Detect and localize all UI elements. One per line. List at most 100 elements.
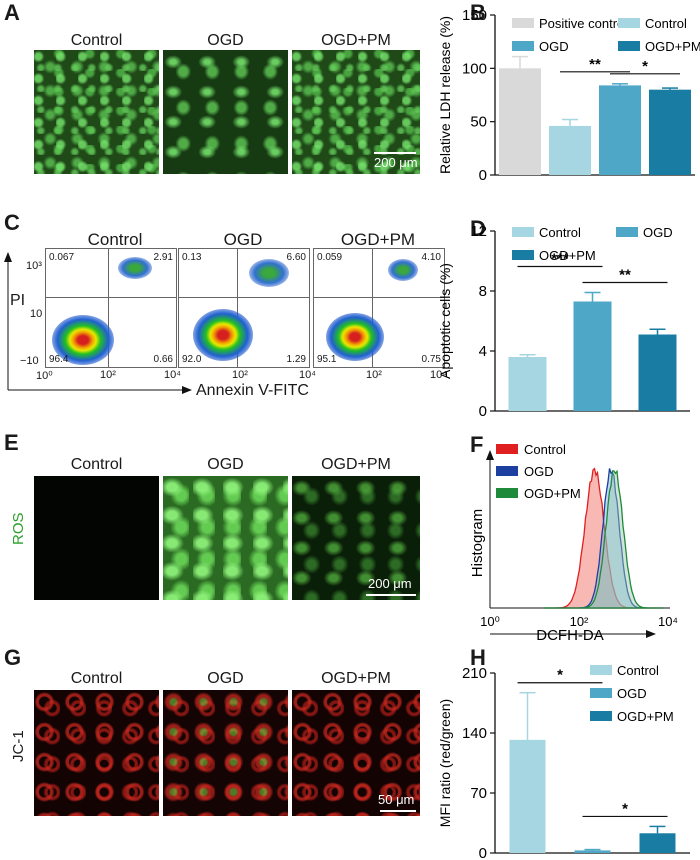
legend-swatch-0	[496, 444, 518, 454]
x-tick-label-2: 10⁴	[658, 614, 678, 629]
bar-ogd-pm	[639, 833, 676, 853]
y-axis-label: Apoptotic cells (%)	[440, 263, 453, 379]
panel-e-title-control: Control	[70, 456, 123, 473]
xtick-c2-1: 10²	[232, 369, 248, 381]
x-tick-label-0: 10⁰	[480, 614, 500, 629]
significance-label-1: *	[642, 58, 648, 75]
y-axis-arrow	[486, 450, 494, 460]
y-tick-label-3: 150	[462, 7, 487, 24]
panel-c-title-ogdpm: OGD+PM	[340, 230, 416, 249]
jc1-side-label: JC-1	[10, 730, 27, 762]
legend-swatch-2	[590, 711, 612, 721]
panel-g-title-control: Control	[70, 670, 123, 687]
flow-plot-control: 0.067 2.91 96.4 0.66	[45, 248, 177, 368]
xtick-c3-2: 10⁴	[430, 369, 447, 381]
y-tick-label-2: 8	[479, 283, 487, 300]
scale-bar-g	[380, 810, 416, 812]
panel-g-title-ogdpm: OGD+PM	[321, 670, 391, 687]
quadrant-ul: 0.13	[182, 252, 202, 263]
y-tick-label-2: 100	[462, 60, 487, 77]
panel-label-c: C	[4, 210, 20, 235]
x-axis-label: DCFH-DA	[536, 627, 604, 644]
scale-label-a: 200 μm	[374, 155, 418, 170]
legend-swatch-0	[590, 665, 612, 675]
legend-label-3: OGD+PM	[645, 39, 700, 54]
bar-ogd-pm	[649, 89, 691, 175]
y-tick-label-0: 0	[479, 167, 487, 184]
micrograph-e-control	[34, 476, 159, 600]
quadrant-ur: 6.60	[286, 252, 306, 263]
panel-a-title-ogdpm: OGD+PM	[321, 32, 391, 49]
panel-e-title-ogd: OGD	[207, 456, 244, 473]
panel-c-title-control: Control	[87, 230, 143, 249]
y-tick-label-1: 4	[479, 343, 487, 360]
x-tick-label-1: 10²	[570, 614, 589, 629]
panel-label-e: E	[4, 430, 19, 455]
y-axis-label: MFI ratio (red/green)	[440, 699, 453, 827]
y-tick-label-3: 210	[462, 665, 487, 682]
y-tick-label-0: 0	[479, 403, 487, 420]
xtick-c2-2: 10⁴	[299, 369, 316, 381]
ytick-minus10: −10	[20, 355, 39, 367]
bar-positive-control	[499, 68, 541, 175]
legend-label-2: OGD+PM	[524, 486, 581, 501]
legend-swatch-1	[618, 18, 640, 28]
panel-label-g: G	[4, 645, 22, 670]
bar-control	[508, 357, 547, 411]
significance-label-0: *	[557, 667, 563, 684]
significance-label-0: **	[589, 56, 601, 73]
legend-label-0: Positive control	[539, 16, 627, 31]
chart-f-histogram: Histogram 10⁰ 10² 10⁴ DCFH-DA Control OGD OGD+P…	[469, 442, 678, 644]
scale-label-g: 50 μm	[378, 792, 415, 807]
quadrant-ul: 0.067	[49, 252, 75, 263]
micrograph-g-control	[34, 690, 159, 816]
quadrant-ur: 2.91	[153, 252, 173, 263]
legend-swatch-1	[590, 688, 612, 698]
panel-label-d: D	[470, 216, 486, 241]
ytick-10: 10	[30, 308, 43, 320]
micrograph-a-control	[34, 50, 159, 174]
legend-label-2: OGD+PM	[617, 709, 674, 724]
x-axis-arrow	[646, 630, 656, 638]
legend-label-0: Control	[524, 442, 566, 457]
bar-control	[509, 739, 546, 853]
bar-ogd	[574, 850, 611, 853]
scale-bar-e	[366, 594, 416, 596]
legend-label-1: OGD	[617, 686, 647, 701]
micrograph-g-ogdpm	[292, 690, 420, 816]
quadrant-ul: 0.059	[317, 252, 343, 263]
legend-label-1: OGD	[643, 225, 673, 240]
chart-h-mfi: 0 70 140 210 MFI ratio (red/green) * * Control O…	[440, 663, 690, 860]
quadrant-lr: 0.66	[153, 354, 173, 365]
legend-label-0: Control	[617, 663, 659, 678]
quadrant-lr: 0.75	[421, 354, 441, 365]
x-arrow-head	[182, 386, 192, 394]
micrograph-a-ogdpm	[292, 50, 420, 174]
legend-swatch-2	[512, 250, 534, 260]
panel-e-title-ogdpm: OGD+PM	[321, 456, 391, 473]
significance-label-1: *	[622, 800, 628, 817]
y-tick-label-0: 0	[479, 845, 487, 860]
legend-swatch-1	[616, 227, 638, 237]
legend-swatch-1	[496, 466, 518, 476]
panel-label-a: A	[4, 0, 20, 25]
legend-swatch-2	[496, 488, 518, 498]
panel-c-y-axis-label: PI	[10, 292, 26, 309]
scale-bar-a	[374, 152, 416, 154]
panel-label-b: B	[470, 0, 486, 25]
y-tick-label-1: 50	[470, 114, 487, 131]
quadrant-ll: 96.4	[49, 354, 69, 365]
xtick-c1-2: 10⁴	[164, 369, 181, 381]
legend-label-1: Control	[645, 16, 687, 31]
panel-a-title-control: Control	[70, 32, 123, 49]
micrograph-e-ogdpm	[292, 476, 420, 600]
legend-label-2: OGD+PM	[539, 248, 596, 263]
xtick-c3-1: 10²	[366, 369, 382, 381]
panel-g-title-ogd: OGD	[207, 670, 244, 687]
ytick-1e3: 10³	[26, 260, 42, 272]
scale-label-e: 200 μm	[368, 576, 412, 591]
significance-label-1: **	[619, 267, 631, 284]
y-tick-label-3: 12	[470, 223, 487, 240]
legend-label-0: Control	[539, 225, 581, 240]
